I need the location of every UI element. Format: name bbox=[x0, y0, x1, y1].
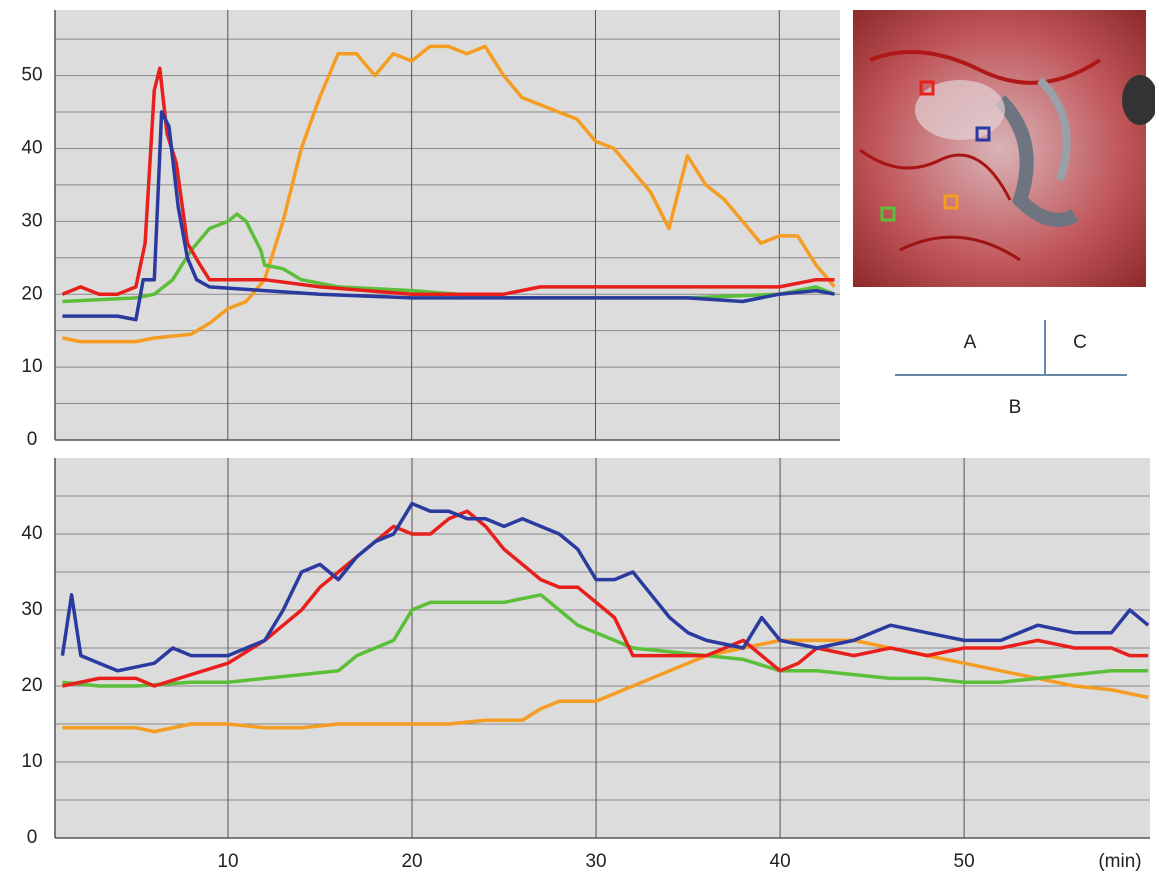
x-tick-label: 50 bbox=[954, 851, 975, 872]
x-axis-label: (min) bbox=[1098, 851, 1141, 872]
y-tick-label: 30 bbox=[21, 599, 42, 620]
layout-diagram: A C B bbox=[895, 320, 1127, 418]
y-tick-label: 40 bbox=[21, 137, 42, 158]
y-tick-label: 50 bbox=[21, 65, 42, 86]
y-tick-label: 10 bbox=[21, 356, 42, 377]
x-tick-label: 10 bbox=[217, 851, 238, 872]
chart-panel: 0 10 20 30 40 50 bbox=[21, 10, 840, 450]
y-tick-label: 20 bbox=[21, 283, 42, 304]
y-tick-label: 0 bbox=[27, 429, 38, 450]
y-tick-label: 30 bbox=[21, 210, 42, 231]
x-tick-label: 30 bbox=[585, 851, 606, 872]
diagram-label: A bbox=[964, 332, 977, 353]
surgical-photo bbox=[853, 10, 1155, 287]
figure: 0 10 20 30 40 50 0 10 20 30 40 10 20 30 40 50 (min) A C … bbox=[0, 0, 1155, 877]
chart: 0 10 20 30 40 50 0 10 20 30 40 10 20 30 40 50 (min) A C … bbox=[0, 0, 1155, 877]
x-tick-label: 20 bbox=[401, 851, 422, 872]
diagram-label: C bbox=[1073, 332, 1087, 353]
y-tick-label: 10 bbox=[21, 751, 42, 772]
y-tick-label: 20 bbox=[21, 675, 42, 696]
plot-area bbox=[55, 10, 840, 440]
y-tick-label: 0 bbox=[27, 827, 38, 848]
diagram-label: B bbox=[1009, 397, 1022, 418]
y-tick-label: 40 bbox=[21, 523, 42, 544]
x-tick-label: 40 bbox=[770, 851, 791, 872]
chart-panel: 0 10 20 30 40 10 20 30 40 50 (min) bbox=[21, 458, 1150, 872]
